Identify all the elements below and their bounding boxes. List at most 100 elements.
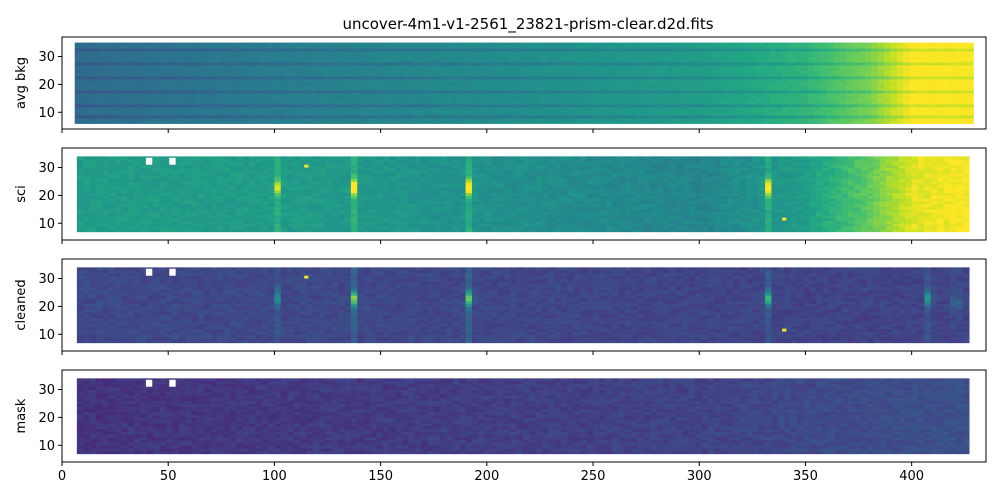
heatmap-cell — [954, 62, 962, 66]
heatmap-cell — [261, 220, 269, 224]
heatmap-cell — [533, 53, 541, 58]
heatmap-cell — [737, 109, 745, 113]
heatmap-cell — [514, 59, 522, 63]
heatmap-cell — [418, 45, 426, 49]
heatmap-cell — [833, 56, 840, 60]
heatmap-cell — [151, 103, 159, 108]
heatmap-cell — [858, 89, 866, 94]
heatmap-cell — [909, 84, 917, 88]
heatmap-cell — [248, 178, 256, 182]
heatmap-cell — [762, 50, 770, 55]
heatmap-cell — [469, 76, 477, 80]
heatmap-cell — [756, 59, 764, 63]
heatmap-cell — [76, 161, 84, 166]
heatmap-cell — [221, 120, 229, 124]
heatmap-cell — [329, 115, 337, 119]
heatmap-cell — [444, 117, 452, 122]
heatmap-cell — [909, 112, 917, 116]
heatmap-cell — [922, 48, 930, 52]
heatmap-cell — [108, 178, 116, 182]
heatmap-cell — [157, 109, 165, 113]
heatmap-cell — [127, 161, 135, 166]
heatmap-cell — [801, 48, 809, 52]
heatmap-cell — [108, 206, 116, 210]
heatmap-cell — [223, 195, 231, 199]
heatmap-cell — [775, 87, 783, 91]
heatmap-cell — [144, 64, 152, 69]
heatmap-cell — [342, 84, 350, 88]
heatmap-cell — [762, 84, 770, 88]
heatmap-cell — [140, 220, 148, 224]
heatmap-cell — [393, 78, 401, 83]
heatmap-cell — [877, 78, 885, 83]
heatmap-cell — [214, 101, 222, 105]
heatmap-cell — [265, 112, 273, 116]
heatmap-cell — [191, 184, 199, 188]
heatmap-cell — [259, 50, 267, 55]
heatmap-cell — [348, 64, 356, 69]
heatmap-cell — [692, 50, 700, 55]
heatmap-cell — [852, 48, 860, 52]
heatmap-cell — [329, 101, 337, 105]
heatmap-cell — [584, 78, 592, 83]
heatmap-cell — [673, 112, 681, 116]
heatmap-cell — [361, 50, 369, 55]
heatmap-cell — [769, 45, 777, 49]
heatmap-cell — [743, 84, 751, 88]
heatmap-cell — [928, 50, 936, 55]
heatmap-cell — [661, 101, 668, 105]
heatmap-cell — [966, 76, 974, 80]
heatmap-cell — [788, 76, 796, 80]
heatmap-cell — [966, 87, 974, 91]
heatmap-cell — [108, 170, 116, 174]
heatmap-cell — [565, 50, 573, 55]
heatmap-cell — [444, 101, 452, 105]
heatmap-cell — [654, 59, 662, 63]
heatmap-cell — [248, 189, 256, 194]
y-tick-label: 10 — [38, 106, 55, 121]
heatmap-cell — [909, 45, 917, 49]
heatmap-cell — [248, 167, 256, 171]
heatmap-cell — [240, 84, 248, 88]
heatmap-cell — [954, 98, 962, 102]
heatmap-cell — [928, 109, 936, 113]
heatmap-cell — [240, 42, 248, 46]
heatmap-cell — [76, 223, 84, 227]
heatmap-cell — [121, 159, 129, 163]
heatmap-cell — [960, 95, 968, 99]
heatmap-cell — [170, 89, 178, 94]
heatmap-cell — [183, 115, 190, 119]
heatmap-cell — [151, 45, 159, 49]
heatmap-cell — [112, 62, 120, 66]
heatmap-cell — [412, 89, 420, 94]
heatmap-cell — [928, 89, 936, 94]
heatmap-cell — [775, 120, 783, 124]
heatmap-cell — [280, 184, 288, 188]
heatmap-cell — [323, 87, 331, 91]
heatmap-cell — [261, 156, 269, 160]
heatmap-cell — [947, 92, 955, 97]
heatmap-cell — [852, 120, 860, 124]
heatmap-cell — [227, 53, 235, 58]
heatmap-cell — [495, 109, 503, 113]
heatmap-cell — [100, 45, 108, 49]
heatmap-cell — [259, 64, 267, 69]
heatmap-cell — [202, 109, 210, 113]
heatmap-cell — [214, 87, 222, 91]
heatmap-cell — [242, 189, 250, 194]
heatmap-cell — [125, 48, 133, 52]
heatmap-cell — [508, 78, 515, 83]
heatmap-cell — [183, 70, 190, 74]
heatmap-cell — [121, 203, 129, 208]
heatmap-cell — [520, 48, 528, 52]
heatmap-cell — [756, 62, 764, 66]
heatmap-cell — [654, 101, 662, 105]
heatmap-cell — [469, 53, 477, 58]
heatmap-cell — [673, 64, 681, 69]
heatmap-cell — [909, 106, 917, 110]
heatmap-cell — [756, 115, 764, 119]
heatmap-cell — [699, 87, 707, 91]
heatmap-cell — [310, 89, 318, 94]
heatmap-cell — [775, 103, 783, 108]
heatmap-cell — [208, 67, 216, 71]
